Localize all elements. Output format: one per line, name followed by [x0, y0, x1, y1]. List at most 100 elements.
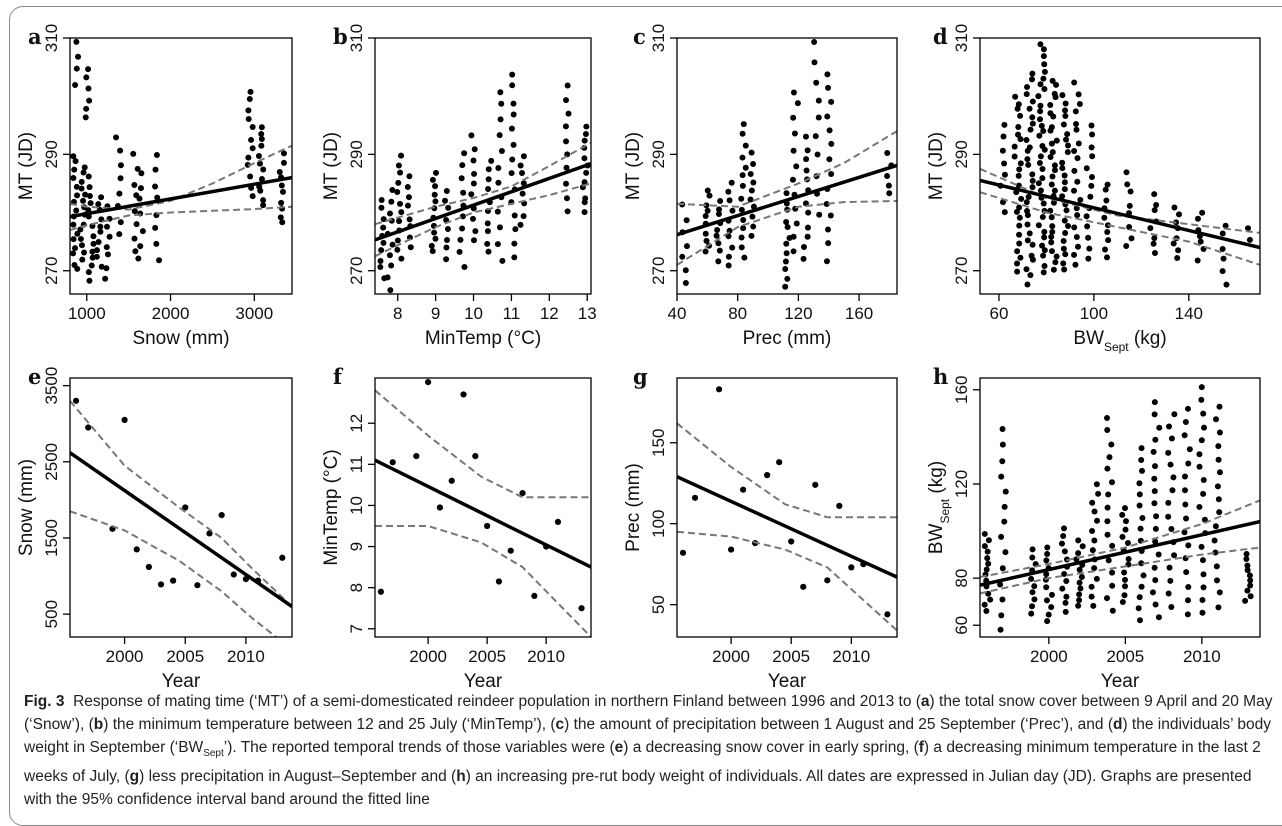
- data-point: [1219, 230, 1226, 237]
- data-point: [460, 189, 467, 196]
- x-tick-label: 120: [784, 304, 812, 323]
- data-point: [825, 240, 832, 247]
- data-point: [564, 208, 571, 215]
- x-tick-label: 8: [393, 304, 402, 323]
- data-point: [1061, 548, 1068, 555]
- data-point: [1198, 437, 1205, 444]
- data-point: [1104, 415, 1111, 422]
- data-point: [1138, 560, 1145, 567]
- data-point: [1184, 597, 1191, 604]
- data-point: [581, 155, 588, 162]
- data-point: [472, 453, 479, 460]
- data-point: [1049, 228, 1056, 235]
- data-point: [1061, 570, 1068, 577]
- data-point: [563, 138, 570, 145]
- data-point: [1184, 611, 1191, 618]
- data-point: [73, 38, 80, 45]
- data-point: [260, 166, 267, 173]
- x-axis-title: Prec (mm): [743, 328, 832, 349]
- plot-frame: [676, 377, 898, 638]
- x-tick-label: 2005: [772, 647, 810, 666]
- data-point: [1041, 234, 1048, 241]
- data-point: [583, 169, 590, 176]
- data-point: [1076, 591, 1083, 598]
- data-point: [1122, 518, 1129, 525]
- data-point: [1108, 441, 1115, 448]
- data-point: [445, 204, 452, 211]
- data-point: [1000, 133, 1007, 140]
- data-point: [884, 611, 891, 618]
- panel-letter: d: [933, 24, 948, 49]
- data-point: [1039, 175, 1046, 182]
- data-point: [1071, 251, 1078, 258]
- data-point: [511, 240, 518, 247]
- y-tick-label: 160: [952, 376, 971, 404]
- data-point: [715, 258, 722, 265]
- data-point: [494, 208, 501, 215]
- x-axis-title: BWSept (kg): [1073, 328, 1166, 354]
- data-point: [80, 197, 87, 204]
- data-point: [154, 194, 161, 201]
- ci-lower-line: [375, 525, 591, 637]
- data-point: [1104, 465, 1111, 472]
- data-point: [1199, 609, 1206, 616]
- data-point: [803, 156, 810, 163]
- data-point: [1040, 127, 1047, 134]
- data-point: [1243, 556, 1250, 563]
- data-point: [117, 147, 124, 154]
- data-point: [468, 191, 475, 198]
- data-point: [85, 85, 92, 92]
- data-point: [413, 453, 420, 460]
- data-point: [1182, 418, 1189, 425]
- data-point: [725, 262, 732, 269]
- data-point: [406, 173, 413, 180]
- data-point: [90, 233, 97, 240]
- data-point: [1242, 597, 1249, 604]
- data-point: [1075, 602, 1082, 609]
- panel-g: g 2000 2005 2010 50 100 150 Year Prec (mm): [623, 364, 898, 690]
- data-point: [1089, 131, 1096, 138]
- data-point: [1152, 538, 1159, 545]
- data-point: [1090, 602, 1097, 609]
- data-point: [1024, 208, 1031, 215]
- data-point: [80, 169, 87, 176]
- data-point: [826, 156, 833, 163]
- data-point: [1039, 166, 1046, 173]
- data-point: [1018, 195, 1025, 202]
- caption-run: d: [1113, 716, 1123, 733]
- data-point: [997, 626, 1004, 633]
- data-point: [1151, 191, 1158, 198]
- data-point: [394, 188, 401, 195]
- data-point: [802, 133, 809, 140]
- data-point: [448, 477, 455, 484]
- data-point: [1014, 260, 1021, 267]
- data-point: [78, 178, 85, 185]
- data-point: [1091, 565, 1098, 572]
- data-point: [86, 277, 93, 284]
- data-point: [1109, 607, 1116, 614]
- data-point: [1037, 108, 1044, 115]
- data-point: [1029, 184, 1036, 191]
- data-point: [1039, 142, 1046, 149]
- data-point: [1085, 234, 1092, 241]
- data-points: [981, 384, 1254, 633]
- data-point: [1062, 100, 1069, 107]
- data-point: [1063, 593, 1070, 600]
- data-point: [582, 195, 589, 202]
- panel-letter: c: [633, 24, 646, 49]
- caption-body: Response of mating time (‘MT’) of a semi…: [24, 693, 1272, 808]
- data-point: [748, 149, 755, 156]
- data-point: [520, 180, 527, 187]
- fitted-line: [980, 178, 1260, 250]
- data-point: [72, 245, 79, 252]
- data-point: [388, 262, 395, 269]
- data-point: [999, 458, 1006, 465]
- data-point: [255, 152, 262, 159]
- data-point: [1152, 577, 1159, 584]
- data-point: [280, 150, 287, 157]
- data-point: [1028, 575, 1035, 582]
- data-point: [886, 190, 893, 197]
- data-point: [1212, 523, 1219, 530]
- data-point: [725, 188, 732, 195]
- data-point: [739, 182, 746, 189]
